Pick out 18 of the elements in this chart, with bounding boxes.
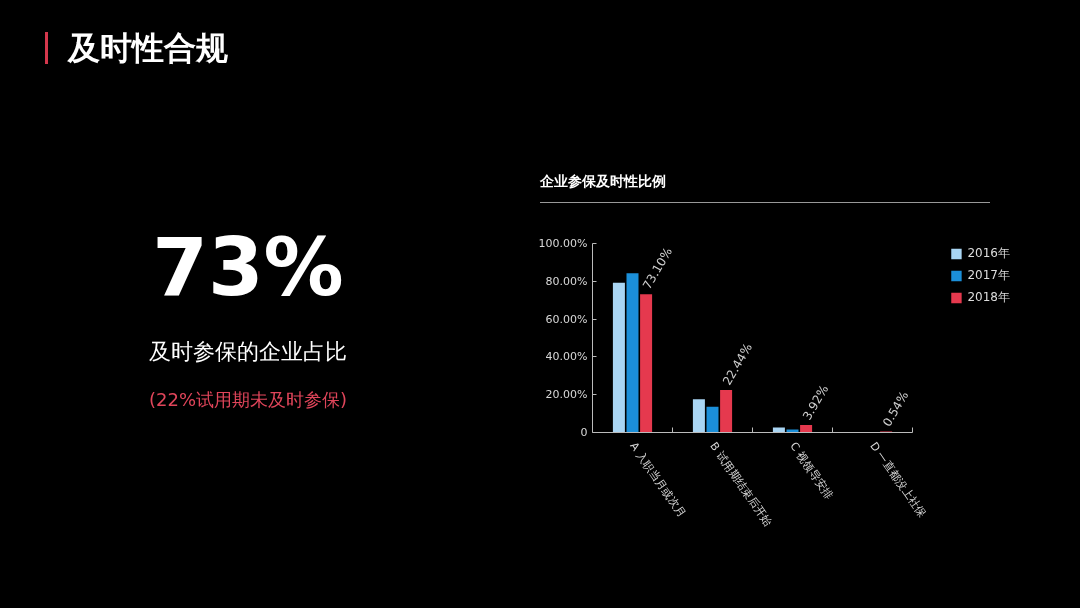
legend-label: 2018年 <box>967 289 1010 306</box>
y-tick-label: 0 <box>580 426 588 439</box>
x-tick-label: B 试用期结束后开始 <box>707 439 775 529</box>
chart-subtitle: 企业参保及时性比例 <box>540 172 990 203</box>
y-tick-label: 80.00% <box>545 274 588 288</box>
y-tick-label: 20.00% <box>545 388 588 402</box>
x-tick-label: A 入职当月或次月 <box>627 439 689 520</box>
text: 及时性合规 <box>45 29 228 67</box>
x-tick-label: C 视领导安排 <box>787 439 836 502</box>
text: (22%试用期未及时参保) <box>147 388 349 412</box>
legend-label: 2016年 <box>967 245 1010 262</box>
legend-label: 2017年 <box>967 267 1010 284</box>
y-tick-label: 40.00% <box>545 350 588 364</box>
y-tick-label: 60.00% <box>545 312 588 326</box>
text: 及时参保的企业占比 <box>148 339 348 365</box>
x-tick-label: D 一直都没上社保 <box>867 439 929 521</box>
y-tick-label: 100.00% <box>538 237 588 250</box>
text: 73% <box>151 221 345 314</box>
